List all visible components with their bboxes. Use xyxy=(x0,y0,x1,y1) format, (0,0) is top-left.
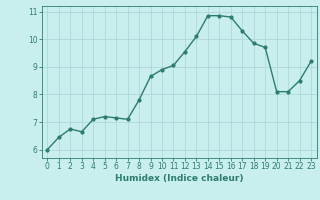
X-axis label: Humidex (Indice chaleur): Humidex (Indice chaleur) xyxy=(115,174,244,183)
